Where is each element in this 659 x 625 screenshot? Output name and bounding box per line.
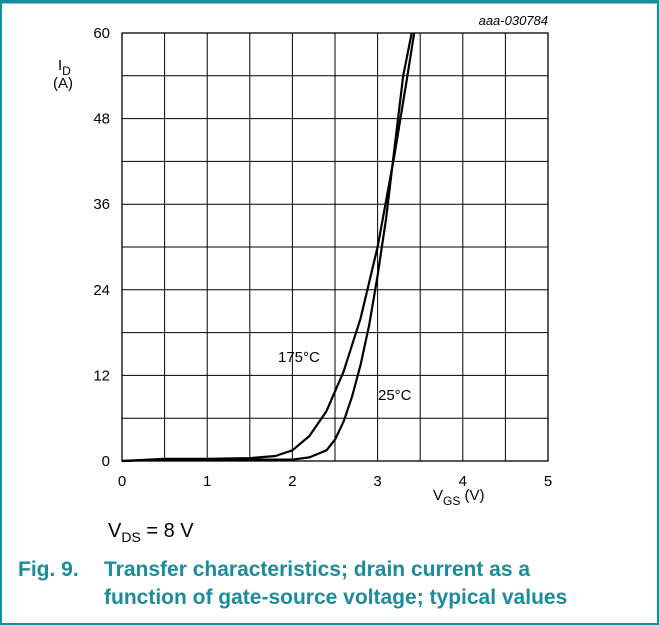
caption-line-1: Fig. 9. Transfer characteristics; drain c… bbox=[18, 556, 638, 584]
x-tick-label: 5 bbox=[544, 473, 552, 490]
y-tick-label: 60 bbox=[93, 25, 110, 42]
test-condition-main: V bbox=[108, 520, 122, 542]
y-tick-label: 0 bbox=[102, 453, 110, 470]
x-axis-label-main: V bbox=[433, 487, 443, 504]
plot-area-border bbox=[121, 32, 549, 462]
caption-line-2: function of gate-source voltage; typical… bbox=[104, 586, 568, 609]
x-axis-label: VGS (V) bbox=[433, 487, 485, 508]
x-tick-label: 4 bbox=[459, 473, 467, 490]
caption-text-1: Transfer characteristics; drain current … bbox=[104, 558, 531, 581]
figure-caption: Fig. 9. Transfer characteristics; drain c… bbox=[18, 556, 638, 612]
x-tick-label: 1 bbox=[203, 473, 211, 490]
series-label-175: 175°C bbox=[278, 349, 320, 366]
figure-id: aaa-030784 bbox=[479, 13, 548, 28]
x-tick-label: 2 bbox=[288, 473, 296, 490]
y-axis-label-main: I bbox=[58, 57, 62, 74]
y-tick-label: 36 bbox=[93, 196, 110, 213]
y-tick-label: 12 bbox=[93, 367, 110, 384]
x-tick-label: 3 bbox=[373, 473, 381, 490]
y-tick-label: 48 bbox=[93, 111, 110, 128]
x-axis-label-sub: GS bbox=[443, 494, 460, 508]
test-condition-value: = 8 V bbox=[140, 520, 194, 542]
test-condition: VDS = 8 V bbox=[108, 520, 194, 545]
series-label-25: 25°C bbox=[378, 387, 412, 404]
y-axis-label-sub: D bbox=[62, 64, 71, 78]
series-line-25c bbox=[121, 32, 413, 463]
chart-grid bbox=[121, 32, 549, 462]
y-axis-unit: (A) bbox=[53, 75, 73, 92]
y-tick-label: 24 bbox=[93, 282, 110, 299]
caption-number: Fig. 9. bbox=[18, 558, 79, 581]
y-axis-label: ID bbox=[58, 57, 71, 78]
chart-series bbox=[121, 32, 416, 463]
x-axis-label-unit: (V) bbox=[460, 487, 484, 504]
x-tick-label: 0 bbox=[118, 473, 126, 490]
test-condition-sub: DS bbox=[121, 529, 141, 545]
